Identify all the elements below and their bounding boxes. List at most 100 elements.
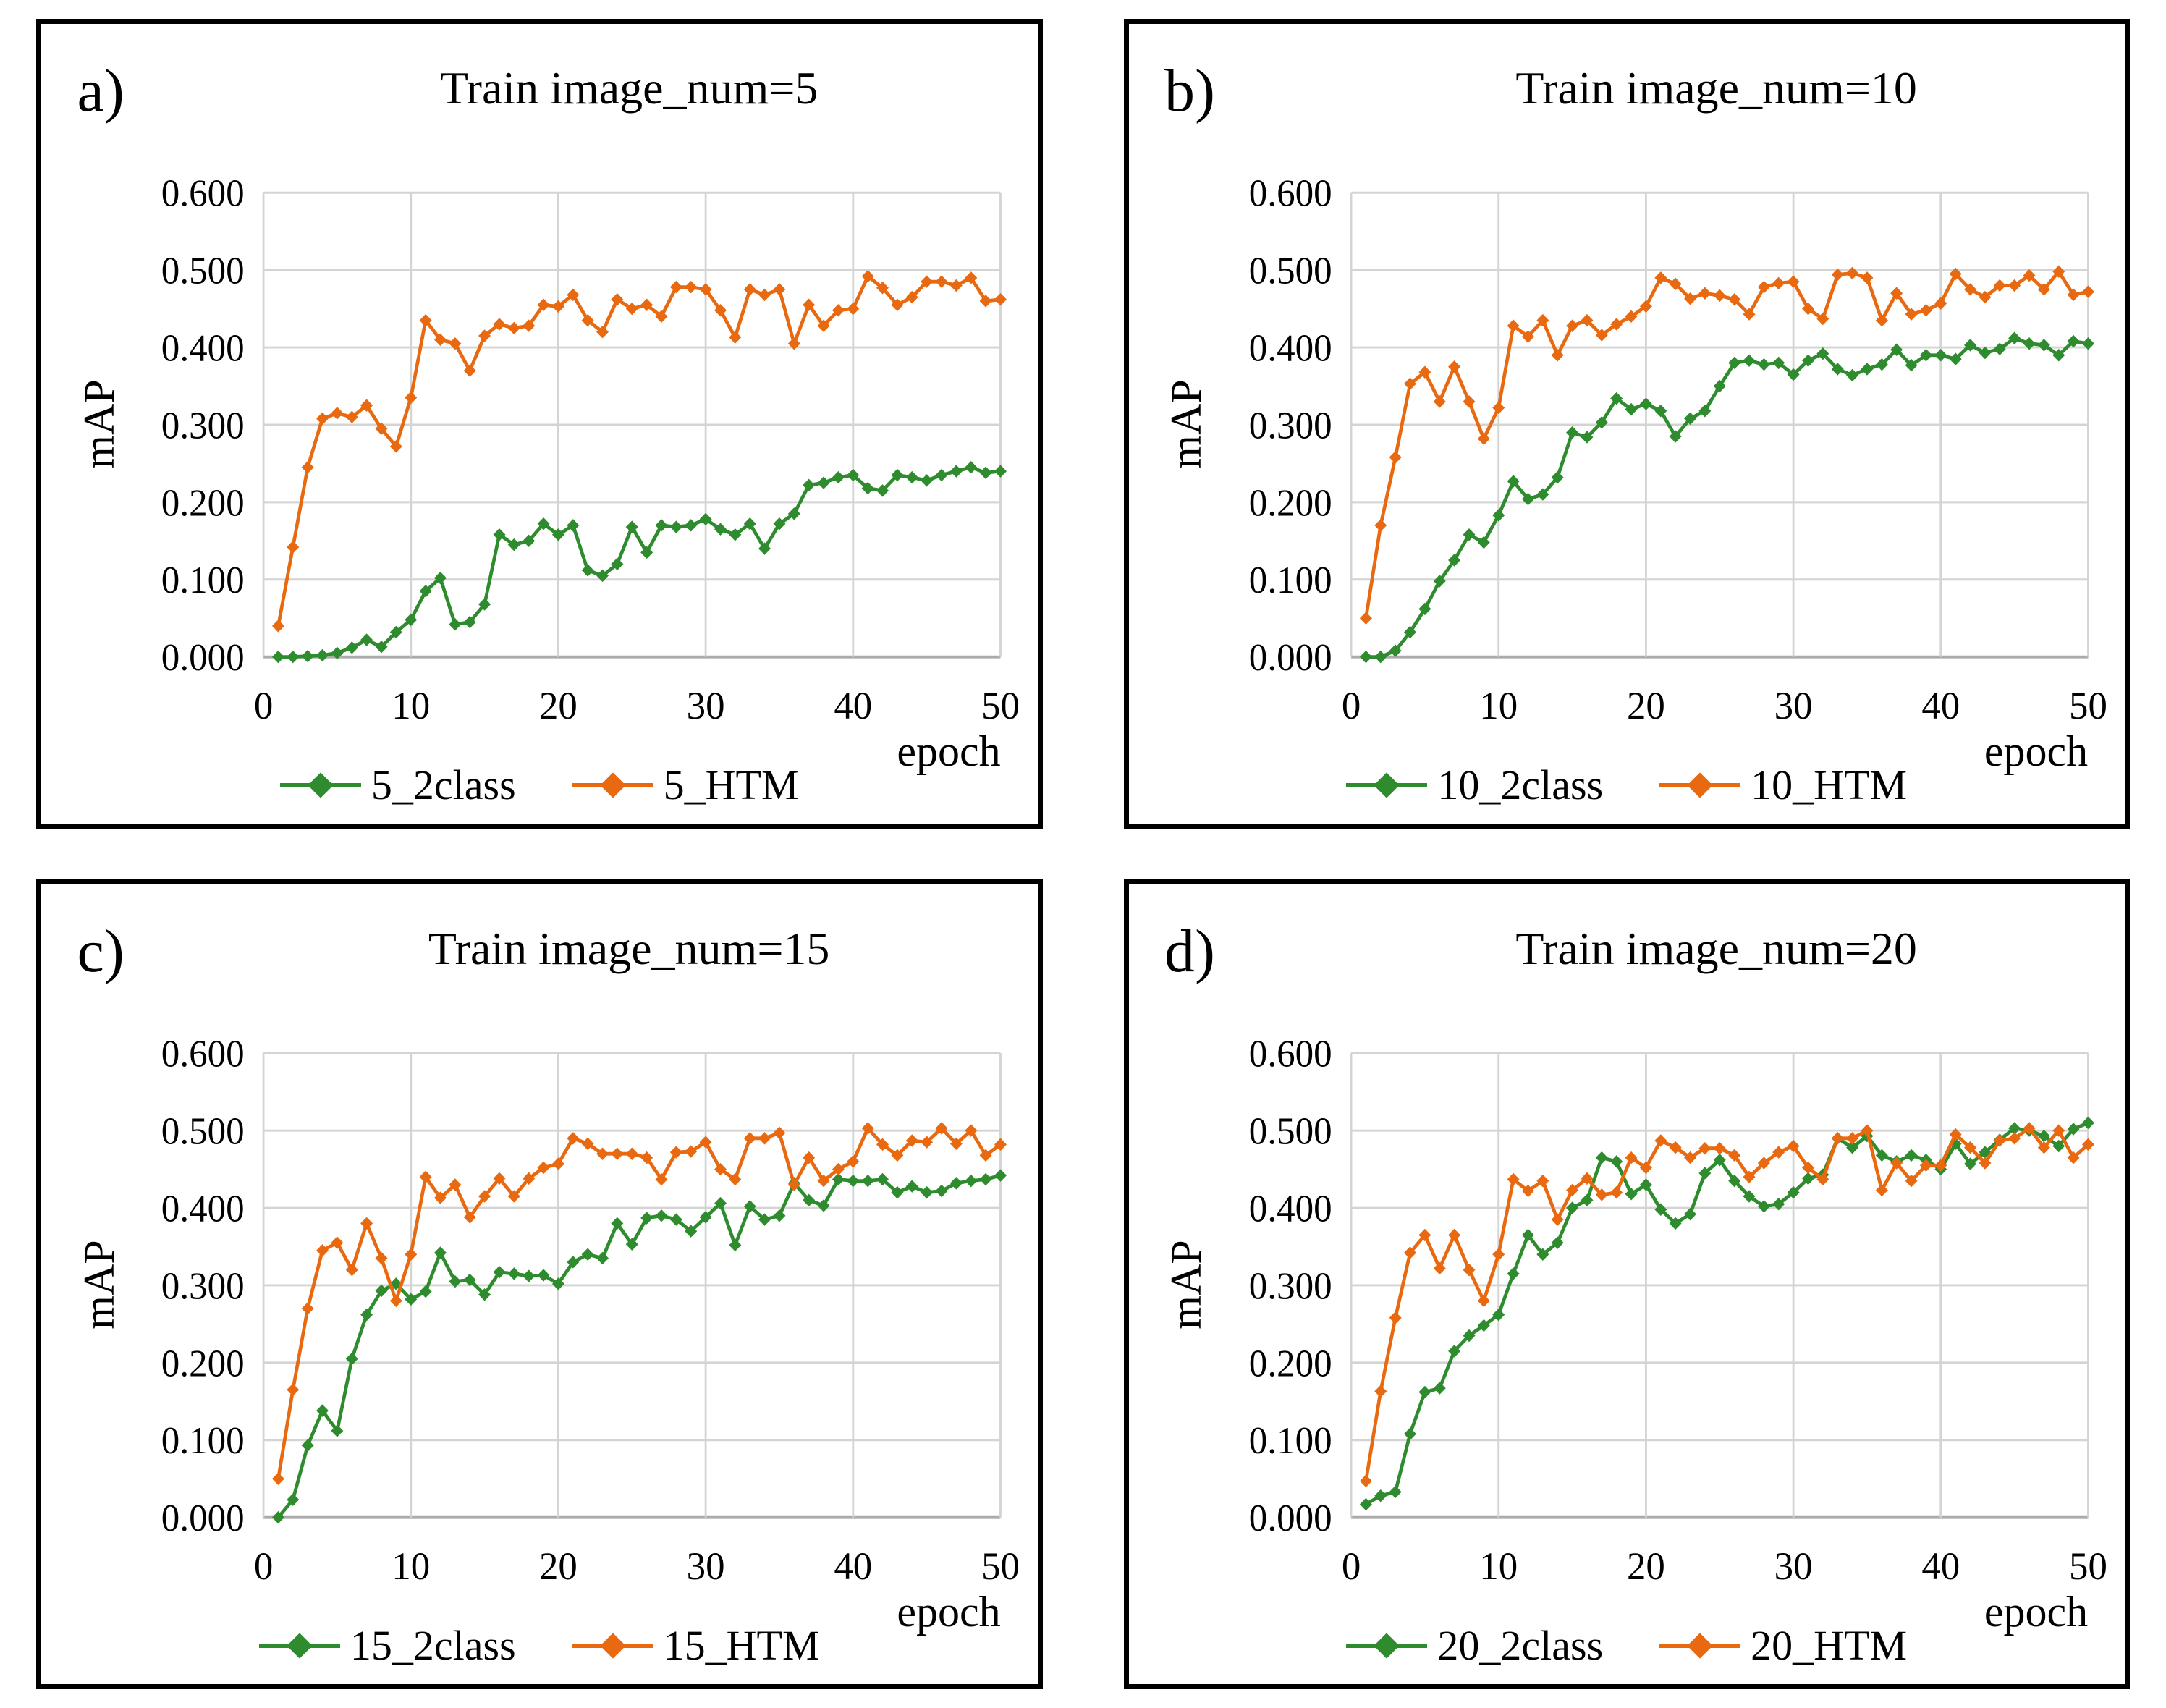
y-tick-label: 0.000	[1248, 1498, 1332, 1540]
x-tick-label: 30	[1774, 684, 1812, 728]
y-tick-label: 0.400	[161, 1188, 245, 1230]
series-line-15_HTM	[276, 1126, 1002, 1481]
panel-letter: d)	[1164, 917, 1216, 985]
x-tick-label: 0	[1341, 684, 1360, 728]
x-tick-label: 50	[981, 684, 1020, 728]
legend-marker-2class	[1346, 1625, 1428, 1667]
x-tick-label: 10	[392, 1544, 430, 1589]
chart-title: Train image_num=20	[1515, 923, 1917, 975]
legend-item: 5_2class	[279, 764, 516, 806]
series-line-20_HTM	[1363, 1126, 2090, 1483]
plot-area: 0.000 0.100 0.200 0.300 0.400 0.500 0.600 0 10 20…	[1248, 173, 2107, 728]
x-tick-label: 40	[834, 1544, 872, 1589]
y-tick-label: 0.400	[1248, 328, 1332, 370]
x-tick-label: 50	[981, 1544, 1020, 1589]
y-tick-label: 0.500	[161, 1111, 245, 1153]
series-markers-15_2class	[271, 1169, 1007, 1524]
legend: 20_2class 20_HTM	[1308, 1625, 1945, 1667]
chart-panel-a: a) Train image_num=5 mAP 0.000 0.100 0.200…	[36, 19, 1043, 829]
x-tick-label: 40	[834, 684, 872, 728]
legend-label: 20_HTM	[1751, 1622, 1908, 1670]
x-tick-label: 50	[2069, 1544, 2107, 1589]
legend-item: 20_2class	[1346, 1625, 1603, 1667]
series-markers-10_HTM	[1359, 265, 2094, 625]
series-line-20_2class	[1363, 1121, 2090, 1506]
x-tick-label: 20	[539, 684, 578, 728]
series-line-10_HTM	[1363, 269, 2090, 620]
series-markers-10_2class	[1359, 331, 2094, 664]
legend-label: 15_2class	[350, 1622, 516, 1670]
chart-panel-c: c) Train image_num=15 mAP 0.000 0.100 0.20…	[36, 879, 1043, 1689]
legend-label: 15_HTM	[663, 1622, 820, 1670]
legend-item: 5_HTM	[572, 764, 799, 806]
legend: 15_2class 15_HTM	[221, 1625, 858, 1667]
y-tick-label: 0.400	[161, 328, 245, 370]
legend-marker-htm	[1659, 764, 1741, 806]
series-line-5_HTM	[276, 274, 1002, 628]
y-tick-label: 0.000	[1248, 638, 1332, 680]
chart-panel-b: b) Train image_num=10 mAP 0.000 0.100 0.20…	[1123, 19, 2130, 829]
x-axis-title: epoch	[897, 1587, 1001, 1636]
y-tick-label: 0.100	[1248, 1421, 1332, 1463]
panel-letter: a)	[77, 56, 124, 124]
x-axis-title: epoch	[1984, 727, 2089, 775]
y-tick-label: 0.200	[161, 1343, 245, 1385]
y-tick-label: 0.100	[1248, 560, 1332, 602]
y-tick-label: 0.300	[1248, 1266, 1332, 1308]
x-tick-label: 50	[2069, 684, 2107, 728]
panel-letter: b)	[1164, 56, 1216, 124]
chart-title: Train image_num=15	[428, 923, 830, 975]
x-axis-title: epoch	[1984, 1587, 2089, 1636]
series-markers-5_2class	[271, 461, 1007, 664]
legend-marker-htm	[572, 1625, 653, 1667]
legend-label: 5_HTM	[663, 761, 799, 809]
legend-marker-htm	[1659, 1625, 1741, 1667]
y-tick-label: 0.000	[161, 638, 245, 680]
x-tick-label: 40	[1921, 1544, 1960, 1589]
legend-marker-htm	[572, 764, 653, 806]
legend-label: 10_2class	[1437, 761, 1604, 809]
panel-letter: c)	[77, 917, 124, 985]
series-line-5_2class	[276, 465, 1002, 659]
y-tick-label: 0.100	[161, 1421, 245, 1463]
x-tick-label: 0	[254, 684, 273, 728]
y-tick-label: 0.300	[161, 405, 245, 447]
legend: 10_2class 10_HTM	[1308, 764, 1945, 806]
legend-item: 15_2class	[258, 1622, 516, 1670]
legend-marker-2class	[1346, 764, 1428, 806]
x-tick-label: 20	[1626, 1544, 1664, 1589]
x-tick-label: 30	[687, 684, 725, 728]
legend-item: 20_HTM	[1659, 1625, 1907, 1667]
y-tick-label: 0.500	[1248, 250, 1332, 292]
legend-label: 20_2class	[1437, 1622, 1604, 1670]
y-tick-label: 0.400	[1248, 1188, 1332, 1230]
chart-title: Train image_num=10	[1515, 62, 1917, 114]
legend-item: 15_HTM	[572, 1625, 820, 1667]
x-tick-label: 30	[1774, 1544, 1812, 1589]
legend: 5_2class 5_HTM	[221, 764, 858, 806]
y-tick-label: 0.500	[161, 250, 245, 292]
plot-area: 0.000 0.100 0.200 0.300 0.400 0.500 0.600 0 10 20…	[161, 1033, 1020, 1589]
x-tick-label: 10	[1479, 684, 1518, 728]
x-tick-label: 0	[1341, 1544, 1360, 1589]
chart-panel-d: d) Train image_num=20 mAP 0.000 0.100 0.20…	[1123, 879, 2130, 1689]
legend-item: 10_HTM	[1659, 764, 1907, 806]
x-tick-label: 40	[1921, 684, 1960, 728]
series-line-15_2class	[276, 1173, 1002, 1520]
series-markers-20_HTM	[1359, 1122, 2094, 1488]
x-tick-label: 10	[392, 684, 430, 728]
y-tick-label: 0.600	[1248, 173, 1332, 215]
y-tick-label: 0.300	[161, 1266, 245, 1308]
x-tick-label: 20	[539, 1544, 578, 1589]
y-tick-label: 0.000	[161, 1498, 245, 1540]
y-tick-label: 0.600	[161, 173, 245, 215]
y-tick-label: 0.200	[161, 483, 245, 525]
x-axis-title: epoch	[897, 727, 1001, 775]
y-tick-label: 0.300	[1248, 405, 1332, 447]
y-tick-label: 0.500	[1248, 1111, 1332, 1153]
plot-area: 0.000 0.100 0.200 0.300 0.400 0.500 0.600 0 10 20…	[1248, 1033, 2107, 1589]
legend-label: 10_HTM	[1751, 761, 1908, 809]
plot-area: 0.000 0.100 0.200 0.300 0.400 0.500 0.600 0 10 20…	[161, 173, 1020, 728]
chart-title: Train image_num=5	[439, 62, 818, 114]
